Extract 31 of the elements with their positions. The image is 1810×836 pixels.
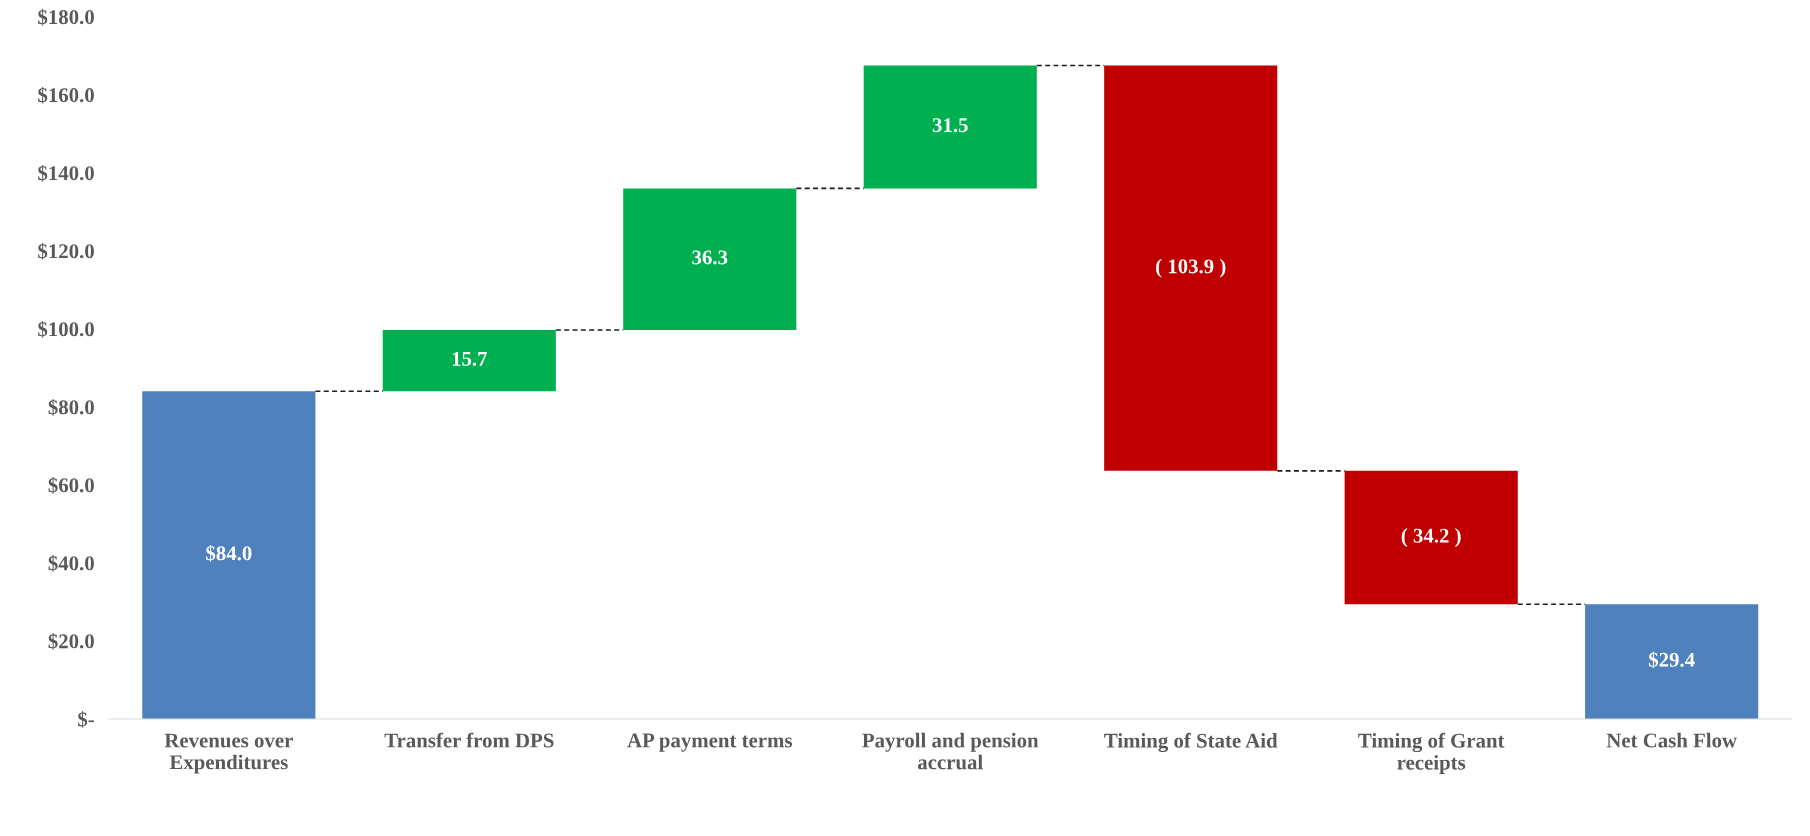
y-tick-label: $-	[78, 711, 94, 728]
x-tick-label: Net Cash Flow	[1606, 732, 1737, 748]
bar	[623, 188, 797, 330]
y-tick-label: $20.0	[48, 633, 94, 650]
bar	[863, 65, 1037, 189]
y-tick-label: $80.0	[48, 399, 94, 416]
data-label: 36.3	[692, 250, 728, 265]
data-label: ( 34.2 )	[1401, 528, 1461, 547]
data-label: 15.7	[452, 351, 488, 366]
y-tick-label: $100.0	[38, 320, 94, 338]
y-tick-label: $40.0	[48, 555, 94, 572]
data-label: 31.5	[932, 118, 968, 133]
bar	[1104, 65, 1278, 471]
y-tick-label: $120.0	[38, 242, 94, 260]
data-label: $29.4	[1648, 651, 1695, 669]
bar	[1585, 604, 1759, 719]
y-tick-label: $140.0	[38, 164, 94, 182]
data-label: ( 103.9 )	[1156, 258, 1226, 278]
y-tick-label: $60.0	[48, 477, 94, 494]
bar	[382, 330, 556, 392]
x-tick-label: Transfer from DPS	[384, 732, 554, 748]
x-tick-label: Revenues over Expenditures	[164, 733, 293, 774]
y-tick-label: $160.0	[38, 86, 94, 104]
bar	[142, 391, 316, 719]
x-tick-label: Timing of State Aid	[1104, 732, 1278, 753]
y-tick-label: $180.0	[38, 8, 94, 26]
x-tick-label: AP payment terms	[627, 733, 793, 752]
x-tick-label: Timing of Grant receipts	[1358, 732, 1505, 774]
data-label: $84.0	[206, 545, 252, 562]
x-tick-label: Payroll and pension accrual	[862, 732, 1039, 770]
bar	[1344, 470, 1518, 605]
